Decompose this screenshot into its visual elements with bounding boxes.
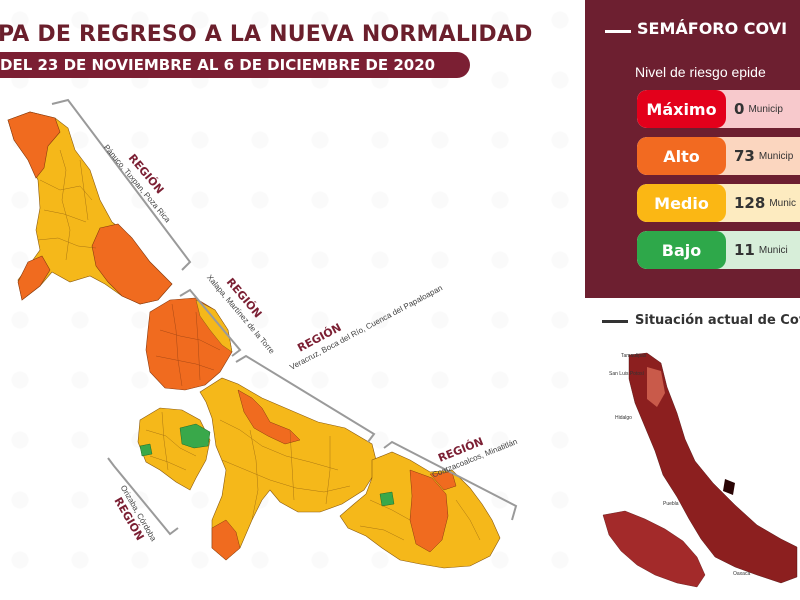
mini-label-tamaulipas: Tamaulipas [621,353,647,359]
level-bajo-count-box: 11 Munici [726,231,800,269]
region-sub-veracruz: Veracruz, Boca del Río, Cuenca del Papal… [288,283,444,372]
map-zone-coatz-green [379,491,395,507]
level-alto-unit: Municip [758,150,794,162]
level-bajo: Bajo 11 Munici [637,231,800,269]
mini-map-veracruz-light [647,367,665,407]
map-coatz-municipal-lines [359,499,481,541]
mini-label-hidalgo: Hidalgo [615,415,632,421]
map-zone-coatz-orange [409,469,449,553]
level-medio-count: 128 [734,194,766,212]
veracruz-map: REGIÓN Pánuco, Tuxpan, Poza Rica REGIÓN … [7,98,519,569]
situacion-title: Situación actual de Cov [635,313,800,328]
mini-map-veracruz [628,352,798,584]
level-alto-name: Alto [637,137,726,175]
map-region-central [145,297,233,391]
map-zone-north-orange-west [17,255,51,301]
level-bajo-unit: Munici [758,244,788,256]
level-maximo-name: Máximo [637,90,726,128]
mini-map: Tamaulipas San Luis Potosí Hidalgo Puebl… [602,352,798,588]
level-maximo: Máximo 0 Municip [637,90,800,128]
map-north-municipal-lines [37,149,97,261]
level-bajo-count: 11 [734,241,755,259]
mini-label-oaxaca: Oaxaca [733,571,750,577]
level-medio: Medio 128 Munic [637,184,800,222]
semaforo-panel: SEMÁFORO COVI Nivel de riesgo epide Máxi… [585,0,800,298]
map-zone-central-yellow [195,299,233,353]
mini-label-slp: San Luis Potosí [609,371,645,377]
level-medio-unit: Munic [769,197,796,209]
semaforo-subtitle: Nivel de riesgo epide [635,64,766,80]
page-title: PA DE REGRESO A LA NUEVA NORMALIDAD [0,22,533,47]
level-maximo-unit: Municip [748,103,783,115]
title-dash [602,320,628,323]
semaforo-title: SEMÁFORO COVI [637,19,788,38]
map-zone-orizaba-green-small [139,443,153,457]
level-maximo-count: 0 [734,100,745,118]
map-veracruz-municipal-lines [219,419,351,521]
level-alto-count-box: 73 Municip [726,137,800,175]
situacion-panel: Situación actual de Cov Tamaulipas San L… [585,303,800,600]
level-alto: Alto 73 Municip [637,137,800,175]
map-region-veracruz [199,377,379,561]
map-zone-veracruz-orange [237,389,301,445]
mini-map-veracruz-dark [723,479,735,495]
map-zone-coatz-orange-north [429,471,457,491]
mini-label-puebla: Puebla [663,501,679,507]
map-zone-north-orange-coast [91,223,173,305]
mini-map-mexico [602,510,706,588]
level-bajo-name: Bajo [637,231,726,269]
map-orizaba-municipal-lines [145,411,197,471]
level-alto-count: 73 [734,147,755,165]
title-dash [605,30,631,33]
date-range-banner: DEL 23 DE NOVIEMBRE AL 6 DE DICIEMBRE DE… [0,52,470,78]
level-medio-count-box: 128 Munic [726,184,800,222]
map-zone-veracruz-orange-south [211,519,241,561]
map-zone-north-orange-top [7,111,61,179]
level-medio-name: Medio [637,184,726,222]
map-central-municipal-lines [155,303,221,387]
region-brackets [51,98,518,536]
level-maximo-count-box: 0 Municip [726,90,800,128]
map-zone-orizaba-green [179,423,211,449]
